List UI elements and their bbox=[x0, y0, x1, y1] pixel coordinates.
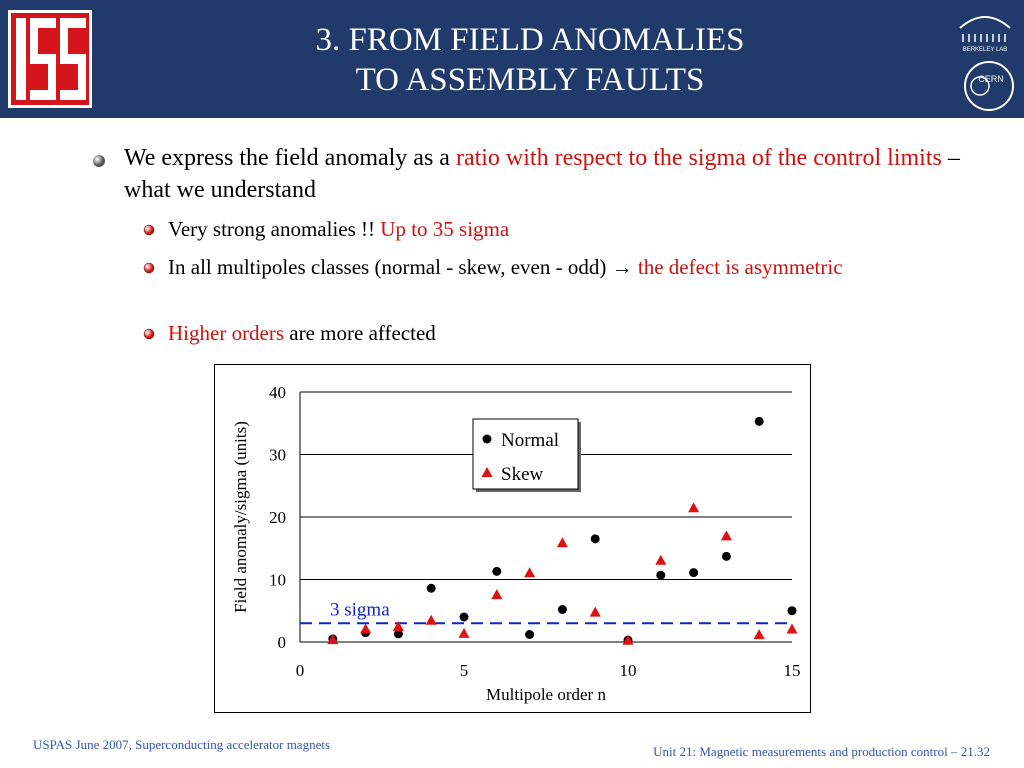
x-axis-label: Multipole order n bbox=[486, 685, 606, 704]
sub-bullet-2: In all multipoles classes (normal - skew… bbox=[168, 252, 968, 282]
x-tick-label: 5 bbox=[460, 661, 469, 680]
legend-marker-skew bbox=[481, 467, 493, 477]
berkeley-lab-logo: BERKELEY LAB bbox=[954, 6, 1016, 54]
y-axis-label: Field anomaly/sigma (units) bbox=[231, 421, 250, 613]
chart-frame: 0 10 20 30 40 0 5 10 15 Multipole order n Field an… bbox=[214, 364, 811, 713]
main-bullet-highlight: ratio with respect to the sigma of the c… bbox=[455, 145, 942, 171]
sub-bullet-sphere-icon bbox=[143, 262, 155, 274]
y-tick-label: 20 bbox=[269, 508, 286, 527]
main-bullet-part2: – what we understand bbox=[124, 145, 960, 203]
point-skew bbox=[786, 623, 798, 634]
point-normal bbox=[689, 568, 699, 578]
point-skew bbox=[392, 621, 404, 631]
slide-header: 3. FROM FIELD ANOMALIES TO ASSEMBLY FAUL… bbox=[0, 0, 1024, 118]
point-normal bbox=[393, 629, 403, 639]
sub-bullet-2-part1: In all multipoles classes (normal - skew… bbox=[168, 255, 638, 279]
point-skew bbox=[458, 627, 470, 638]
scatter-chart: 0 10 20 30 40 0 5 10 15 Multipole order n Field an… bbox=[231, 383, 801, 704]
x-tick-label: 15 bbox=[784, 661, 801, 680]
sub-bullet-3-part2: are more affected bbox=[284, 321, 436, 345]
sub-bullet-3: Higher orders are more affected bbox=[168, 318, 968, 348]
main-bullet-text: We express the field anomaly as a ratio … bbox=[124, 142, 1004, 206]
point-skew bbox=[720, 530, 732, 541]
point-skew bbox=[688, 502, 700, 513]
point-skew bbox=[655, 554, 667, 565]
point-skew bbox=[425, 614, 437, 625]
x-tick-label: 0 bbox=[296, 661, 305, 680]
sub-bullet-2-highlight: the defect is asymmetric bbox=[637, 255, 843, 279]
main-bullet-part1: We express the field anomaly as a bbox=[124, 145, 456, 171]
uspas-logo bbox=[8, 10, 92, 108]
legend-label: Skew bbox=[501, 464, 544, 485]
point-normal bbox=[787, 606, 797, 616]
point-skew bbox=[524, 567, 536, 578]
berkeley-lab-label: BERKELEY LAB bbox=[963, 47, 1008, 53]
point-skew bbox=[327, 634, 339, 645]
point-skew bbox=[753, 629, 765, 640]
cern-label: CERN bbox=[978, 74, 1004, 84]
point-skew bbox=[360, 623, 372, 634]
sub-bullet-sphere-icon bbox=[143, 328, 155, 340]
sub-bullet-sphere-icon bbox=[143, 224, 155, 236]
point-normal bbox=[656, 570, 666, 580]
slide-title: 3. FROM FIELD ANOMALIES TO ASSEMBLY FAUL… bbox=[230, 20, 830, 100]
cern-logo: CERN bbox=[960, 58, 1018, 114]
sub-bullet-1-highlight: Up to 35 sigma bbox=[380, 217, 510, 241]
bullet-sphere-icon bbox=[93, 155, 105, 167]
three-sigma-label: 3 sigma bbox=[330, 599, 390, 620]
point-normal bbox=[525, 630, 535, 639]
point-normal bbox=[459, 612, 469, 622]
legend-label: Normal bbox=[501, 430, 559, 451]
y-tick-label: 40 bbox=[269, 383, 286, 402]
y-tick-label: 10 bbox=[269, 571, 286, 590]
footer-left: USPAS June 2007, Superconducting acceler… bbox=[33, 737, 331, 752]
sub-bullet-3-highlight: Higher orders bbox=[168, 321, 285, 345]
sub-bullet-1: Very strong anomalies !! Up to 35 sigma bbox=[168, 214, 968, 244]
sub-bullet-1-part1: Very strong anomalies !! bbox=[168, 217, 381, 241]
point-normal bbox=[557, 605, 567, 614]
point-skew bbox=[556, 537, 568, 548]
point-normal bbox=[721, 551, 731, 561]
point-skew bbox=[589, 606, 601, 617]
y-tick-label: 30 bbox=[269, 446, 286, 465]
point-normal bbox=[590, 534, 600, 544]
title-line-1: 3. FROM FIELD ANOMALIES bbox=[315, 22, 745, 58]
title-line-2: TO ASSEMBLY FAULTS bbox=[355, 62, 705, 98]
point-skew bbox=[622, 634, 634, 645]
point-skew bbox=[491, 589, 503, 600]
point-normal bbox=[426, 583, 436, 593]
point-normal bbox=[754, 416, 764, 426]
legend-box bbox=[472, 418, 579, 490]
footer-right: Unit 21: Magnetic measurements and produ… bbox=[653, 744, 990, 759]
point-normal bbox=[492, 566, 502, 576]
y-tick-label: 0 bbox=[278, 633, 287, 652]
legend-marker-normal bbox=[482, 434, 492, 444]
x-tick-label: 10 bbox=[620, 661, 637, 680]
